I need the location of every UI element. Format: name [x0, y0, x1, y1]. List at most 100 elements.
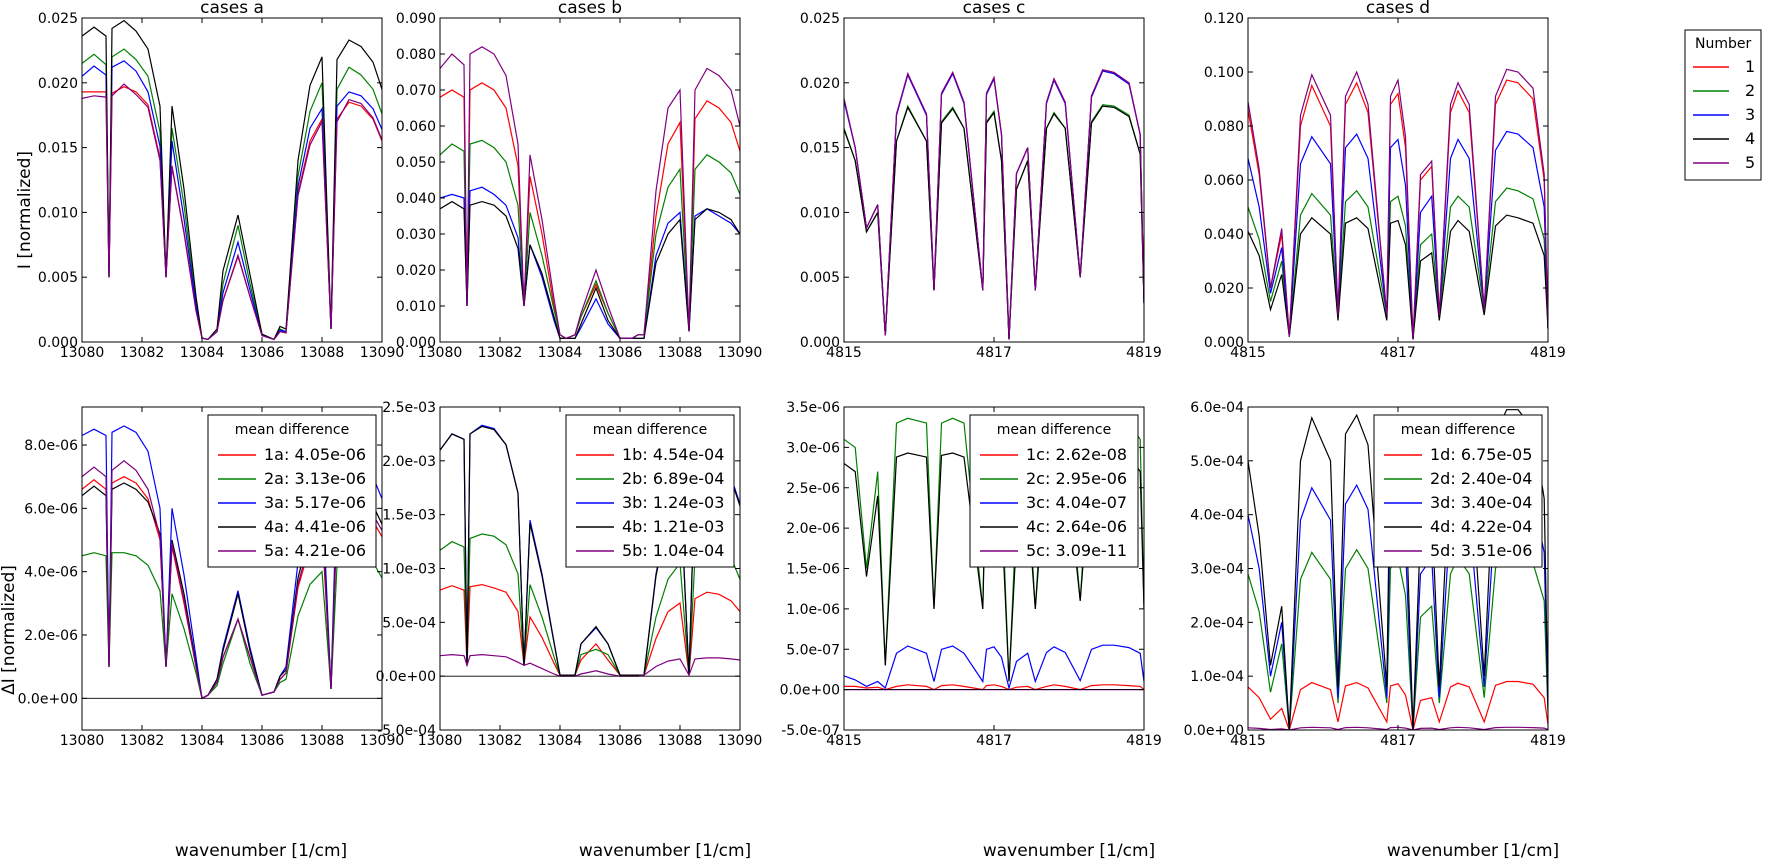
axes-frame: [81, 17, 383, 343]
main-legend-box: [1684, 29, 1762, 181]
y-tick-label: 0.100: [1204, 65, 1244, 81]
series-line-3: [1248, 130, 1548, 340]
panel-title: cases d: [1366, 0, 1430, 18]
y-tick-label: 0.0e+00: [376, 669, 436, 685]
legend-title: mean difference: [593, 422, 707, 438]
legend-entry-5: 5a: 4.21e-06: [264, 541, 366, 560]
y-tick-label: 5.0e-04: [382, 615, 436, 631]
y-tick-label: 0.080: [396, 47, 436, 63]
x-tick-label: 13080: [418, 345, 463, 361]
main-legend-entry-1: 1: [1745, 57, 1755, 76]
series-line-3: [844, 644, 1144, 691]
y-tick-label: 0.060: [1204, 173, 1244, 189]
series-line-4: [1248, 214, 1548, 340]
y-tick-label: 0.020: [38, 76, 78, 92]
y-tick-label: 4.0e-06: [24, 565, 78, 581]
x-tick-label: 4817: [1380, 733, 1416, 749]
x-tick-label: 4815: [1230, 733, 1266, 749]
legend-entry-5: 5b: 1.04e-04: [622, 541, 724, 560]
y-tick-label: 2.0e-04: [1190, 615, 1244, 631]
y-tick-label: 6.0e-04: [1190, 400, 1244, 416]
xlabel-2: wavenumber [1/cm]: [579, 841, 751, 861]
series-line-4: [844, 105, 1144, 340]
x-tick-label: 4815: [826, 345, 862, 361]
x-tick-label: 13086: [598, 345, 643, 361]
x-tick-label: 13090: [718, 345, 763, 361]
y-tick-label: 0.020: [800, 76, 840, 92]
legend-entry-2: 2b: 6.89e-04: [622, 469, 724, 488]
y-tick-label: 1.0e-03: [382, 562, 436, 578]
mean-difference-legend: mean difference 1a: 4.05e-06 2a: 3.13e-06 3…: [207, 414, 377, 568]
ylabel-bottom: ΔI [normalized]: [0, 565, 19, 695]
x-tick-label: 13088: [300, 345, 345, 361]
series-line-4: [82, 19, 382, 341]
y-tick-label: 0.010: [38, 205, 78, 221]
main-legend-title: Number: [1695, 36, 1751, 52]
y-tick-label: 0.000: [38, 335, 78, 351]
chart-top-3: cases d 4815 4817 4819 0.000 0.020 0.040 0.060 0…: [1204, 0, 1566, 361]
x-tick-label: 4815: [1230, 345, 1266, 361]
series-line-5: [1248, 726, 1548, 730]
chart-bottom-0: 13080 13082 13084 13086 13088 13090 0.0e+00 2.0…: [18, 406, 405, 749]
x-tick-label: 13082: [120, 733, 165, 749]
x-tick-label: 4817: [976, 733, 1012, 749]
y-tick-label: 0.015: [800, 141, 840, 157]
y-tick-label: 0.020: [1204, 281, 1244, 297]
chart-top-2: cases c 4815 4817 4819 0.000 0.005 0.010 0.015 0…: [800, 0, 1162, 361]
legend-entry-1: 1d: 6.75e-05: [1430, 445, 1532, 464]
main-legend-entry-2: 2: [1745, 81, 1755, 100]
legend-title: mean difference: [997, 422, 1111, 438]
series-line-1: [440, 82, 740, 340]
series-line-3: [440, 186, 740, 339]
y-tick-label: 3.0e-06: [786, 440, 840, 456]
ylabel-top: I [normalized]: [15, 151, 35, 269]
legend-box: [207, 414, 377, 568]
y-tick-label: 0.020: [396, 263, 436, 279]
y-tick-label: 6.0e-06: [24, 501, 78, 517]
main-legend-entry-3: 3: [1745, 105, 1755, 124]
x-tick-label: 13086: [598, 733, 643, 749]
y-tick-label: 2.5e-03: [382, 400, 436, 416]
legend-entry-2: 2c: 2.95e-06: [1026, 469, 1127, 488]
y-tick-label: 0.060: [396, 119, 436, 135]
y-tick-label: 0.000: [396, 335, 436, 351]
x-tick-label: 13090: [718, 733, 763, 749]
y-tick-label: 0.010: [800, 205, 840, 221]
x-tick-label: 4815: [826, 733, 862, 749]
legend-entry-3: 3d: 3.40e-04: [1430, 493, 1532, 512]
x-tick-label: 13090: [360, 345, 405, 361]
y-tick-label: 0.0e+00: [1184, 723, 1244, 739]
legend-entry-4: 4a: 4.41e-06: [264, 517, 366, 536]
y-tick-label: 2.0e-06: [786, 521, 840, 537]
legend-entry-2: 2d: 2.40e-04: [1430, 469, 1532, 488]
chart-bottom-1: 13080 13082 13084 13086 13088 13090 -5.0e-04 0.…: [376, 400, 763, 749]
y-tick-label: 8.0e-06: [24, 438, 78, 454]
legend-box: [1373, 414, 1543, 568]
series-line-5: [82, 460, 382, 700]
series-line-2: [440, 533, 740, 676]
series-line-1: [1248, 680, 1548, 730]
legend-entry-4: 4c: 2.64e-06: [1026, 517, 1127, 536]
series-line-4: [440, 200, 740, 339]
y-tick-label: 0.0e+00: [18, 691, 78, 707]
y-tick-label: 0.090: [396, 11, 436, 27]
y-tick-label: 0.0e+00: [780, 683, 840, 699]
x-tick-label: 4819: [1126, 345, 1162, 361]
x-tick-label: 13080: [60, 733, 105, 749]
panel-title: cases a: [200, 0, 264, 18]
panel-title: cases c: [963, 0, 1026, 18]
series-line-5: [844, 69, 1144, 340]
y-tick-label: 0.050: [396, 155, 436, 171]
legend-entry-1: 1a: 4.05e-06: [264, 445, 366, 464]
x-tick-label: 13088: [658, 345, 703, 361]
x-tick-label: 13090: [360, 733, 405, 749]
series-line-5: [440, 46, 740, 340]
x-tick-label: 13084: [180, 733, 225, 749]
y-tick-label: 0.010: [396, 299, 436, 315]
mean-difference-legend: mean difference 1c: 2.62e-08 2c: 2.95e-06 3…: [969, 414, 1139, 568]
series-line-5: [1248, 68, 1548, 340]
axes-frame: [81, 406, 383, 731]
series-line-5: [82, 83, 382, 341]
legend-entry-3: 3a: 5.17e-06: [264, 493, 366, 512]
